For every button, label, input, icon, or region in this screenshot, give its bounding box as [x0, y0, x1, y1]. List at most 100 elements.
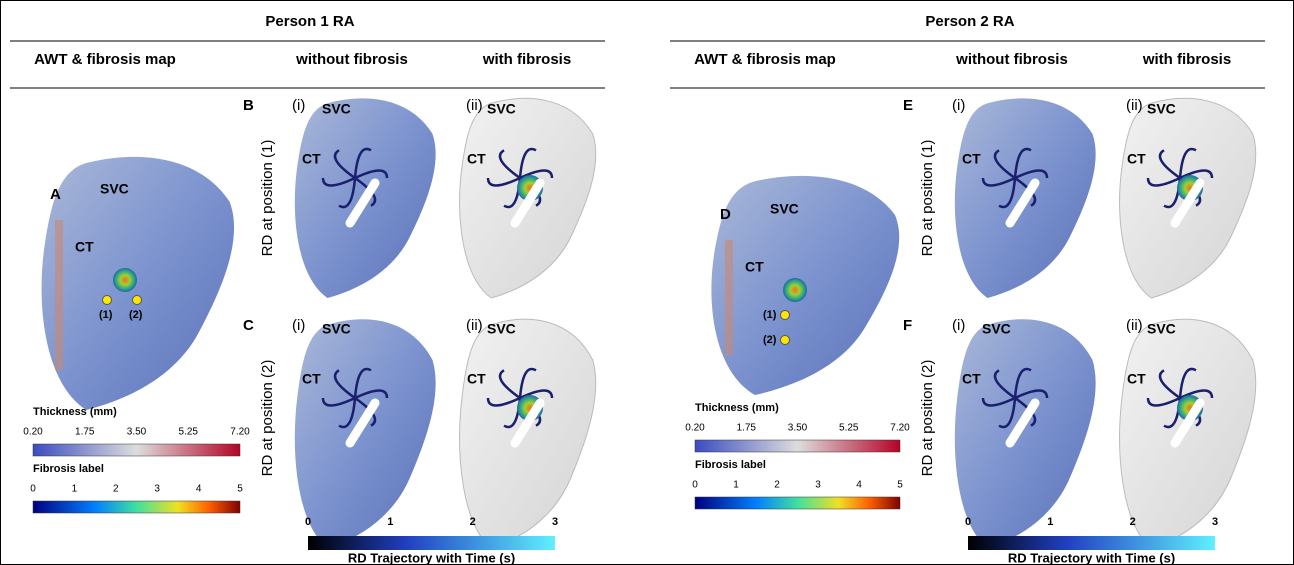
- person-title: Person 1 RA: [265, 13, 354, 30]
- panel-letter: A: [50, 186, 61, 203]
- colorbar-tick: 2: [1130, 516, 1136, 528]
- subpanel-tag: (ii): [1126, 317, 1143, 334]
- colorbar-tick: 3.50: [788, 423, 808, 434]
- position-label: (2): [763, 334, 777, 346]
- row-label: RD at position (2): [919, 360, 936, 477]
- position-marker: [133, 296, 142, 305]
- row-label: RD at position (1): [919, 140, 936, 257]
- colorbar-tick: 3.50: [127, 427, 147, 438]
- colorbar-title: RD Trajectory with Time (s): [1008, 550, 1175, 565]
- colorbar: [33, 444, 240, 456]
- column-header: AWT & fibrosis map: [34, 51, 176, 68]
- colorbar: [308, 536, 555, 550]
- anatomy-label: CT: [962, 371, 981, 387]
- panel-letter: D: [720, 206, 731, 223]
- subpanel-tag: (i): [292, 317, 305, 334]
- anatomy-label: SVC: [100, 181, 129, 197]
- colorbar: [695, 440, 900, 452]
- colorbar-tick: 1.75: [737, 423, 757, 434]
- anatomy-label: CT: [962, 151, 981, 167]
- column-header: with fibrosis: [1142, 51, 1231, 68]
- ct-band: [725, 240, 733, 355]
- anatomy-label: SVC: [487, 101, 516, 117]
- colorbar-tick: 2: [774, 480, 780, 491]
- subpanel-tag: (i): [952, 97, 965, 114]
- anatomy-label: SVC: [322, 321, 351, 337]
- panel-letter: F: [903, 317, 912, 334]
- anatomy-label: CT: [467, 371, 486, 387]
- colorbar-tick: 0.20: [685, 423, 705, 434]
- anatomy-label: SVC: [322, 101, 351, 117]
- panel-letter: B: [243, 97, 254, 114]
- position-label: (1): [763, 309, 777, 321]
- colorbar: [33, 501, 240, 513]
- colorbar-tick: 1: [387, 516, 393, 528]
- colorbar-tick: 5: [897, 480, 903, 491]
- subpanel-tag: (ii): [466, 317, 483, 334]
- anatomy-label: SVC: [770, 201, 799, 217]
- atrium-shape: [955, 319, 1096, 548]
- position-label: (2): [129, 309, 143, 321]
- colorbar-tick: 0.20: [23, 427, 43, 438]
- colorbar-tick: 3: [154, 484, 160, 495]
- subpanel-tag: (ii): [466, 97, 483, 114]
- anatomy-label: SVC: [487, 321, 516, 337]
- subpanel-tag: (ii): [1126, 97, 1143, 114]
- rotor-spot: [783, 278, 807, 302]
- anatomy-label: CT: [302, 371, 321, 387]
- anatomy-label: CT: [467, 151, 486, 167]
- atrium-shape: [1120, 319, 1256, 548]
- atrium-shape: [295, 319, 436, 548]
- colorbar-tick: 7.20: [230, 427, 250, 438]
- colorbar-tick: 0: [692, 480, 698, 491]
- position-marker: [781, 336, 790, 345]
- colorbar-tick: 4: [856, 480, 862, 491]
- colorbar-title: Thickness (mm): [695, 402, 779, 414]
- panel-letter: E: [903, 97, 913, 114]
- colorbar-tick: 3: [1212, 516, 1218, 528]
- position-label: (1): [99, 309, 113, 321]
- colorbar-tick: 5: [237, 484, 243, 495]
- anatomy-label: CT: [1127, 371, 1146, 387]
- colorbar: [695, 497, 900, 509]
- subpanel-tag: (i): [952, 317, 965, 334]
- anatomy-label: CT: [75, 239, 94, 255]
- person-title: Person 2 RA: [925, 13, 1014, 30]
- colorbar-tick: 7.20: [890, 423, 910, 434]
- colorbar-tick: 0: [965, 516, 971, 528]
- rotor-spot: [113, 268, 137, 292]
- anatomy-label: SVC: [1147, 101, 1176, 117]
- colorbar-title: Fibrosis label: [695, 459, 766, 471]
- anatomy-label: CT: [745, 259, 764, 275]
- position-marker: [781, 311, 790, 320]
- anatomy-label: CT: [302, 151, 321, 167]
- colorbar-tick: 1.75: [75, 427, 95, 438]
- column-header: without fibrosis: [295, 51, 408, 68]
- colorbar-tick: 3: [552, 516, 558, 528]
- colorbar-tick: 1: [1047, 516, 1053, 528]
- atrium-shape: [460, 319, 596, 548]
- anatomy-label: SVC: [1147, 321, 1176, 337]
- column-header: AWT & fibrosis map: [694, 51, 836, 68]
- colorbar-tick: 5.25: [839, 423, 859, 434]
- colorbar-title: Fibrosis label: [33, 463, 104, 475]
- colorbar-tick: 2: [113, 484, 119, 495]
- colorbar-tick: 2: [470, 516, 476, 528]
- colorbar-tick: 0: [305, 516, 311, 528]
- subpanel-tag: (i): [292, 97, 305, 114]
- colorbar: [968, 536, 1215, 550]
- colorbar-tick: 4: [196, 484, 202, 495]
- column-header: with fibrosis: [482, 51, 571, 68]
- panel-letter: C: [243, 317, 254, 334]
- colorbar-tick: 1: [733, 480, 739, 491]
- anatomy-label: CT: [1127, 151, 1146, 167]
- colorbar-tick: 1: [72, 484, 78, 495]
- colorbar-tick: 3: [815, 480, 821, 491]
- colorbar-tick: 0: [30, 484, 36, 495]
- anatomy-label: SVC: [982, 321, 1011, 337]
- row-label: RD at position (1): [259, 140, 276, 257]
- figure: Person 1 RA AWT & fibrosis map without fib…: [0, 0, 1294, 565]
- position-marker: [103, 296, 112, 305]
- ct-band: [55, 220, 63, 370]
- atrium-shape: [42, 157, 234, 410]
